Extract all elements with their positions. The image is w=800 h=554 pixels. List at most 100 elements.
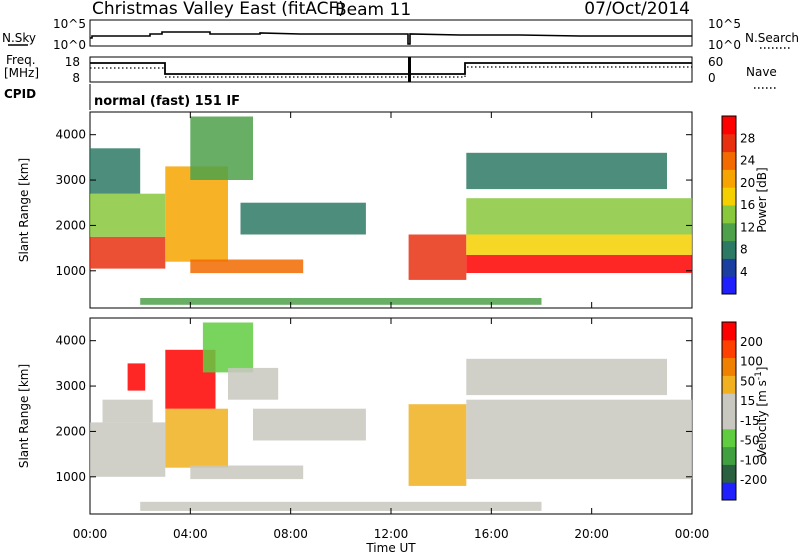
power-colorbar-swatch-9	[722, 116, 736, 135]
time-axis-label: Time UT	[365, 541, 416, 554]
date-label: 07/Oct/2014	[584, 0, 690, 19]
noise-tick-bottom-left: 10^0	[53, 38, 86, 52]
freq-trace	[90, 62, 692, 75]
power-colorbar-swatch-8	[722, 133, 736, 153]
cpid-label: CPID	[4, 87, 36, 101]
power-echo-region-0	[90, 236, 166, 269]
freq-tick-bottom: 8	[72, 71, 80, 85]
freq-label: Freq.	[6, 53, 36, 67]
velocity-colorbar-tick-6: -100	[740, 453, 767, 467]
time-axis: 00:00 04:00 08:00 12:00 16:00 20:00 00:00	[73, 112, 710, 541]
velocity-colorbar-tick-3: 15	[740, 394, 755, 408]
power-colorbar-swatch-5	[722, 187, 736, 206]
power-y-tick-label-0: 1000	[55, 264, 86, 278]
power-echo-region-1	[90, 193, 166, 237]
velocity-y-axis: 1000 2000 3000 4000	[55, 334, 692, 484]
velocity-colorbar-tick-2: 50	[740, 374, 755, 388]
beam-label: Beam 11	[335, 0, 411, 20]
cpid-value: normal (fast) 151 IF	[94, 94, 240, 109]
velocity-y-tick-label-1: 2000	[55, 424, 86, 438]
noise-tick-bottom-right: 10^0	[708, 38, 741, 52]
velocity-echo-region-10	[466, 436, 693, 480]
noise-panel-frame	[89, 19, 693, 47]
velocity-colorbar-swatch-2	[722, 446, 736, 465]
power-colorbar-swatch-6	[722, 169, 736, 188]
velocity-data-layer	[90, 322, 693, 511]
noise-tick-top-right: 10^5	[708, 17, 741, 31]
power-colorbar-tick-3: 16	[740, 198, 755, 212]
power-y-axis: 1000 2000 3000 4000	[55, 128, 692, 278]
velocity-echo-region-2	[127, 363, 146, 391]
power-colorbar-swatch-3	[722, 222, 736, 242]
power-echo-region-2	[90, 148, 141, 194]
velocity-colorbar-swatch-0	[722, 482, 736, 501]
velocity-echo-region-0	[90, 422, 166, 477]
power-colorbar-tick-5: 8	[740, 243, 748, 257]
nave-label: Nave	[746, 65, 777, 79]
velocity-colorbar-swatch-6	[722, 375, 736, 394]
power-echo-region-9	[466, 234, 693, 255]
x-tick-label-6: 00:00	[675, 527, 710, 541]
velocity-echo-region-13	[140, 501, 542, 511]
velocity-colorbar-tick-1: 100	[740, 355, 763, 369]
velocity-colorbar-swatch-5	[722, 393, 736, 412]
power-colorbar-tick-2: 20	[740, 176, 755, 190]
velocity-echo-region-1	[102, 399, 153, 423]
velocity-echo-region-11	[466, 399, 693, 436]
nave-trace	[90, 66, 692, 78]
velocity-colorbar-swatch-4	[722, 411, 736, 430]
power-echo-region-6	[190, 259, 304, 274]
nsky-label: N.Sky	[2, 31, 36, 45]
freq-panel-frame	[89, 56, 693, 83]
power-y-axis-label: Slant Range [km]	[17, 158, 31, 262]
velocity-colorbar-swatch-1	[722, 464, 736, 483]
power-colorbar-label: Power [dB]	[755, 167, 769, 232]
velocity-echo-region-12	[466, 358, 667, 396]
power-y-tick-label-2: 3000	[55, 173, 86, 187]
power-echo-region-11	[466, 152, 667, 190]
velocity-colorbar-tick-0: 200	[740, 335, 763, 349]
power-colorbar-tick-6: 4	[740, 265, 748, 279]
power-echo-region-12	[140, 298, 542, 305]
velocity-echo-region-5	[202, 322, 254, 373]
nsearch-label: N.Search	[745, 31, 799, 45]
velocity-colorbar-tick-4: -15	[740, 414, 760, 428]
velocity-colorbar-swatch-9	[722, 322, 736, 341]
velocity-y-tick-label-3: 4000	[55, 334, 86, 348]
power-y-tick-label-3: 4000	[55, 128, 86, 142]
velocity-colorbar-tick-5: -50	[740, 434, 760, 448]
velocity-colorbar: 200 100 50 15 -15 -50 -100 -200	[721, 321, 767, 501]
velocity-y-tick-label-2: 3000	[55, 379, 86, 393]
power-colorbar-swatch-1	[722, 258, 736, 277]
noise-tick-top-left: 10^5	[53, 17, 86, 31]
velocity-echo-region-7	[253, 408, 366, 441]
power-colorbar-tick-0: 28	[740, 131, 755, 145]
freq-unit-label: [MHz]	[4, 66, 39, 80]
x-tick-label-4: 16:00	[474, 527, 509, 541]
velocity-colorbar-swatch-7	[722, 357, 736, 376]
power-colorbar-swatch-4	[722, 205, 736, 224]
power-echo-region-7	[408, 234, 467, 280]
velocity-echo-region-6	[228, 367, 279, 400]
velocity-colorbar-swatch-8	[722, 339, 736, 359]
x-tick-label-3: 12:00	[374, 527, 409, 541]
power-colorbar-swatch-7	[722, 151, 736, 170]
x-tick-label-1: 04:00	[173, 527, 208, 541]
velocity-colorbar-swatch-3	[722, 428, 736, 448]
noise-trace	[90, 31, 692, 45]
nave-tick-top: 60	[708, 55, 723, 69]
x-tick-label-0: 00:00	[73, 527, 108, 541]
power-colorbar-swatch-0	[722, 276, 736, 295]
x-tick-label-2: 08:00	[273, 527, 308, 541]
power-echo-region-4	[190, 116, 253, 180]
nave-tick-bottom: 0	[708, 71, 716, 85]
power-echo-region-5	[240, 202, 366, 235]
freq-gap-mark	[408, 57, 411, 82]
power-echo-region-3	[165, 166, 228, 262]
velocity-y-axis-label: Slant Range [km]	[17, 364, 31, 468]
power-y-tick-label-1: 2000	[55, 218, 86, 232]
velocity-echo-region-4	[165, 408, 228, 468]
x-tick-label-5: 20:00	[574, 527, 609, 541]
velocity-colorbar-label: Velocity [m s-1]	[754, 367, 769, 458]
